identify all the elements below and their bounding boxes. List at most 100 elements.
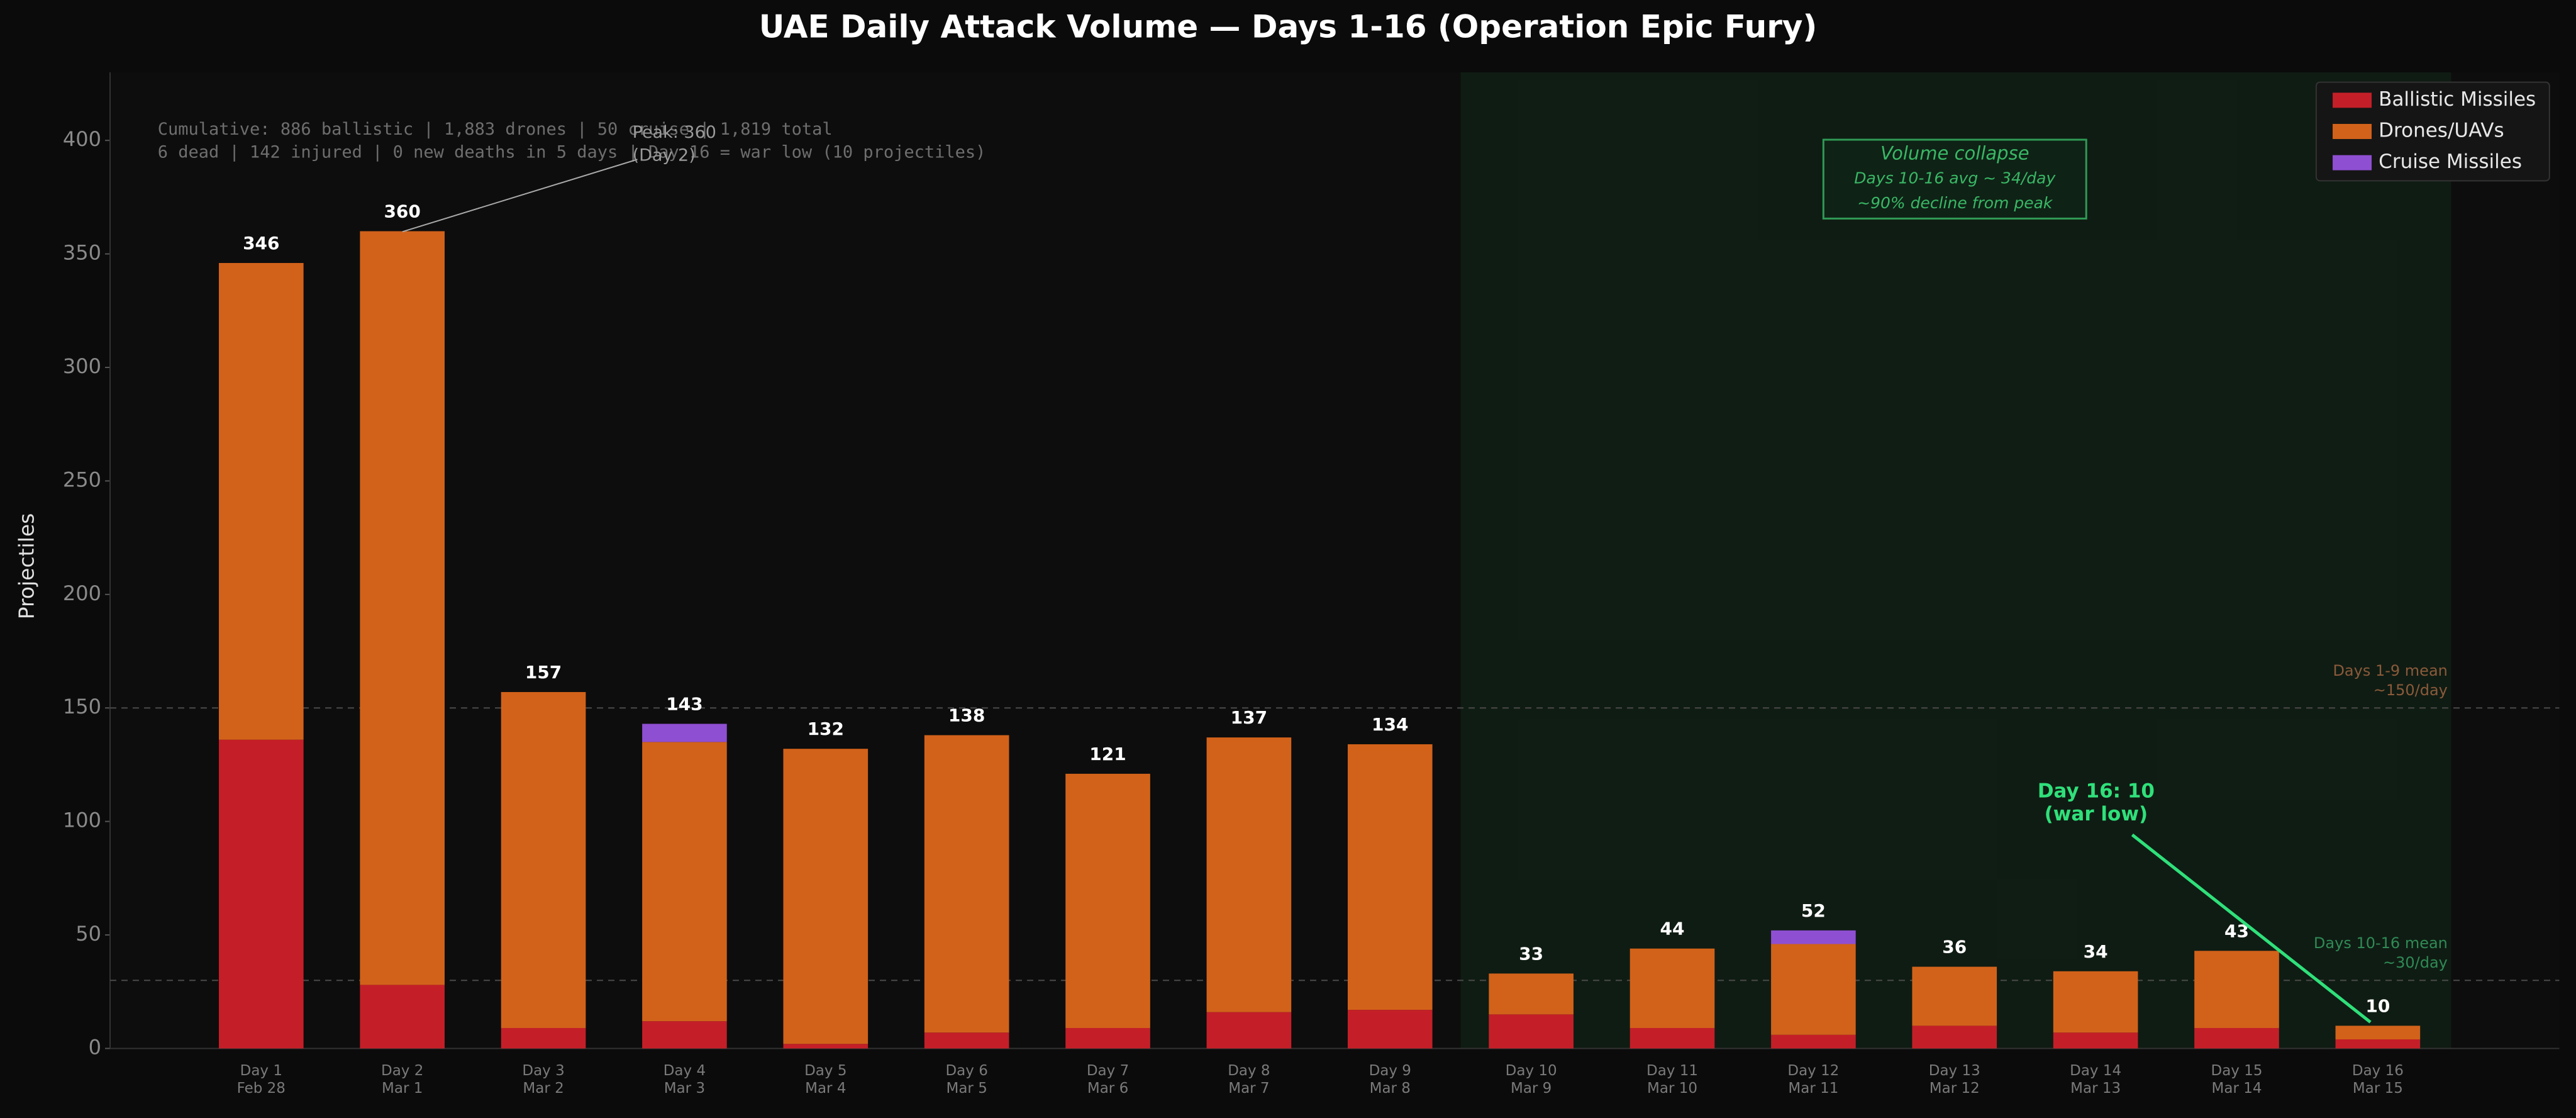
bar-segment xyxy=(501,1027,586,1049)
reference-label: ~30/day xyxy=(2383,954,2448,971)
x-tick-label: Day 2 xyxy=(381,1063,423,1079)
value-label: 52 xyxy=(1801,900,1826,921)
collapse-box xyxy=(1822,138,2087,220)
x-tick-date: Mar 6 xyxy=(1087,1080,1128,1097)
x-tick-label: Day 10 xyxy=(1506,1063,1557,1079)
x-tick-label: Day 6 xyxy=(945,1063,987,1079)
bar-segment xyxy=(1347,1010,1433,1049)
summary-text: Cumulative: 886 ballistic | 1,883 drones… xyxy=(158,120,833,139)
value-label: 143 xyxy=(666,693,702,714)
x-tick-date: Mar 13 xyxy=(2070,1080,2121,1097)
legend-label: Drones/UAVs xyxy=(2379,119,2504,142)
bar-segment xyxy=(501,691,586,1028)
x-tick-date: Mar 15 xyxy=(2353,1080,2403,1097)
value-label: 137 xyxy=(1231,707,1267,728)
y-tick-label: 200 xyxy=(63,581,101,605)
value-label: 134 xyxy=(1372,714,1408,735)
y-tick-label: 150 xyxy=(63,695,101,718)
x-tick-date: Mar 3 xyxy=(664,1080,705,1097)
x-tick-date: Mar 11 xyxy=(1788,1080,1838,1097)
y-tick-label: 250 xyxy=(63,467,101,491)
x-tick-date: Mar 7 xyxy=(1228,1080,1269,1097)
bar-segment xyxy=(1347,744,1433,1010)
x-tick-label: Day 3 xyxy=(522,1063,564,1079)
bar-segment xyxy=(1629,1027,1715,1049)
x-tick-date: Mar 8 xyxy=(1370,1080,1411,1097)
bar-segment xyxy=(360,985,445,1049)
x-tick-label: Day 1 xyxy=(240,1063,282,1079)
x-tick-date: Mar 4 xyxy=(805,1080,846,1097)
x-tick-date: Mar 14 xyxy=(2212,1080,2262,1097)
bar-segment xyxy=(218,263,304,740)
bar-segment xyxy=(783,749,869,1044)
x-tick-label: Day 11 xyxy=(1646,1063,1698,1079)
y-tick-label: 0 xyxy=(89,1035,101,1059)
bar-segment xyxy=(2194,1027,2279,1049)
y-tick-label: 350 xyxy=(63,241,101,265)
x-tick-label: Day 4 xyxy=(663,1063,706,1079)
chart-title: UAE Daily Attack Volume — Days 1-16 (Ope… xyxy=(759,9,1818,45)
x-tick-date: Mar 1 xyxy=(382,1080,423,1097)
y-tick-label: 400 xyxy=(63,127,101,151)
peak-note: (Day 2) xyxy=(633,146,696,165)
bar-segment xyxy=(1206,737,1292,1012)
bar-segment xyxy=(1489,1014,1574,1049)
bar-segment xyxy=(1912,966,1997,1026)
bar-segment xyxy=(360,231,445,985)
value-label: 34 xyxy=(2084,941,2108,962)
bar-segment xyxy=(1489,973,1574,1015)
bar-segment xyxy=(924,1032,1009,1049)
x-tick-label: Day 16 xyxy=(2352,1063,2404,1079)
bar-segment xyxy=(1629,948,1715,1028)
bar-segment xyxy=(1065,1027,1150,1049)
value-label: 157 xyxy=(525,662,562,683)
value-label: 121 xyxy=(1089,744,1126,764)
value-label: 138 xyxy=(948,705,985,726)
x-tick-date: Mar 2 xyxy=(523,1080,564,1097)
bar-segment xyxy=(1771,930,1856,944)
x-tick-label: Day 12 xyxy=(1787,1063,1839,1079)
x-tick-date: Mar 12 xyxy=(1929,1080,1980,1097)
legend-swatch xyxy=(2333,123,2372,139)
bar-segment xyxy=(1912,1026,1997,1049)
bar-segment xyxy=(924,735,1009,1033)
bar-segment xyxy=(1771,944,1856,1035)
bar-segment xyxy=(218,739,304,1049)
x-tick-date: Feb 28 xyxy=(237,1080,286,1097)
collapse-text: ~90% decline from peak xyxy=(1857,194,2053,212)
reference-label: ~150/day xyxy=(2373,681,2448,699)
value-label: 44 xyxy=(1660,919,1685,939)
bar-segment xyxy=(642,742,727,1022)
x-tick-date: Mar 5 xyxy=(946,1080,987,1097)
y-tick-label: 100 xyxy=(63,808,101,832)
x-tick-label: Day 8 xyxy=(1228,1063,1270,1079)
y-tick-label: 300 xyxy=(63,354,101,378)
reference-label: Days 10-16 mean xyxy=(2314,934,2448,952)
value-label: 36 xyxy=(1942,937,1967,958)
low-note: (war low) xyxy=(2045,803,2148,825)
x-tick-label: Day 14 xyxy=(2070,1063,2121,1079)
value-label: 132 xyxy=(808,718,844,739)
x-tick-label: Day 5 xyxy=(804,1063,847,1079)
y-axis-label: Projectiles xyxy=(14,513,39,620)
x-tick-label: Day 7 xyxy=(1087,1063,1129,1079)
collapse-text: Days 10-16 avg ~ 34/day xyxy=(1854,169,2056,187)
y-tick-label: 50 xyxy=(75,922,101,946)
legend-label: Cruise Missiles xyxy=(2379,150,2522,173)
bar-segment xyxy=(2335,1026,2421,1040)
value-label: 360 xyxy=(384,201,420,222)
value-label: 346 xyxy=(243,233,279,254)
bar-segment xyxy=(783,1044,869,1049)
bar-segment xyxy=(1065,773,1150,1028)
x-tick-label: Day 9 xyxy=(1369,1063,1411,1079)
reference-label: Days 1-9 mean xyxy=(2333,662,2447,679)
bar-segment xyxy=(1771,1034,1856,1049)
x-tick-label: Day 15 xyxy=(2211,1063,2262,1079)
legend-label: Ballistic Missiles xyxy=(2379,88,2536,111)
x-tick-date: Mar 10 xyxy=(1647,1080,1697,1097)
low-arrow xyxy=(2131,833,2372,1024)
summary-text: 6 dead | 142 injured | 0 new deaths in 5… xyxy=(158,142,986,162)
value-label: 10 xyxy=(2365,995,2390,1016)
bar-segment xyxy=(642,1021,727,1049)
